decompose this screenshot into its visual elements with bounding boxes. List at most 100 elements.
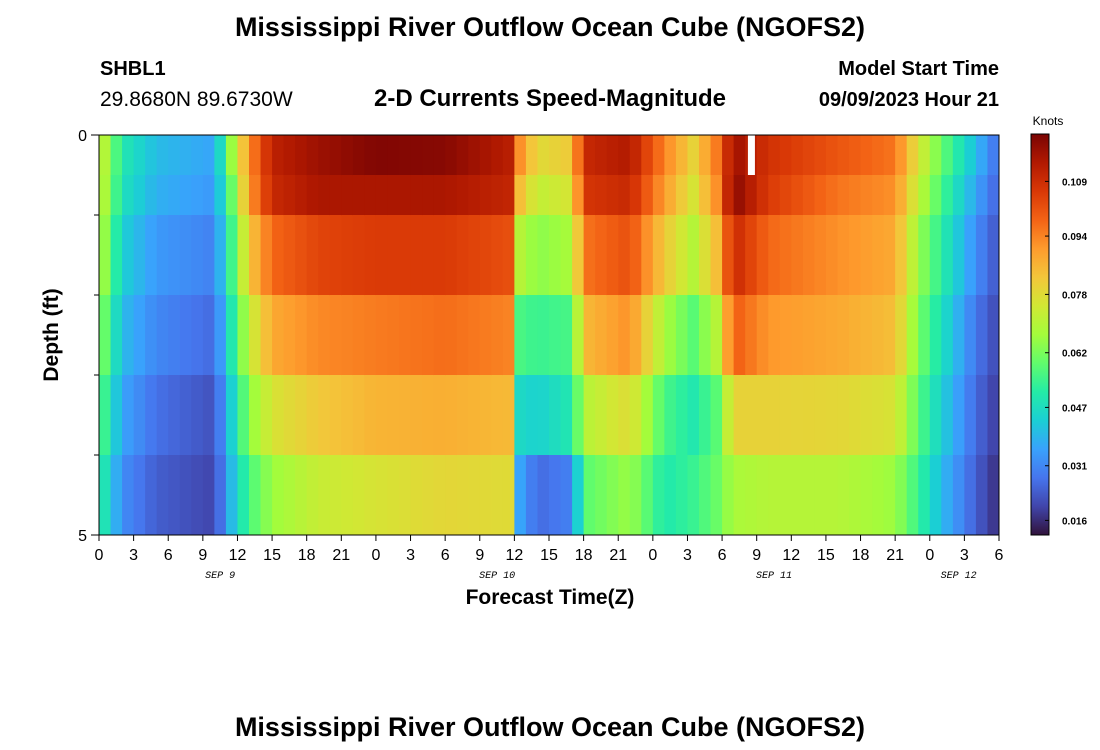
- heatmap-cell: [272, 175, 285, 216]
- heatmap-cell: [133, 135, 146, 176]
- heatmap-cell: [687, 135, 700, 176]
- heatmap-cell: [329, 175, 342, 216]
- heatmap-cell: [295, 215, 308, 296]
- heatmap-cell: [652, 175, 665, 216]
- heatmap-cell: [722, 215, 735, 296]
- heatmap-cell: [872, 375, 885, 456]
- heatmap-cell: [237, 455, 250, 536]
- heatmap-cell: [849, 375, 862, 456]
- heatmap-cell: [779, 295, 792, 376]
- heatmap-cell: [399, 215, 412, 296]
- heatmap-cell: [906, 455, 919, 536]
- heatmap-cell: [456, 375, 469, 456]
- heatmap-cell: [860, 375, 873, 456]
- heatmap-cell: [410, 175, 423, 216]
- heatmap-cell: [918, 455, 931, 536]
- heatmap-cell: [895, 175, 908, 216]
- heatmap-cell: [791, 295, 804, 376]
- heatmap-cell: [629, 375, 642, 456]
- heatmap-cell: [560, 175, 573, 216]
- heatmap-cell: [652, 215, 665, 296]
- heatmap-cell: [572, 375, 585, 456]
- model-start-value: 09/09/2023 Hour 21: [819, 89, 999, 111]
- heatmap-cell: [710, 375, 723, 456]
- heatmap-cell: [860, 215, 873, 296]
- heatmap-cell: [791, 215, 804, 296]
- heatmap-cell: [283, 295, 296, 376]
- heatmap-cell: [456, 175, 469, 216]
- heatmap-cell: [664, 455, 677, 536]
- heatmap-cell: [352, 455, 365, 536]
- heatmap-cell: [329, 215, 342, 296]
- heatmap-cell: [929, 135, 942, 176]
- heatmap-cell: [895, 375, 908, 456]
- heatmap-cell: [133, 295, 146, 376]
- heatmap-cell: [168, 455, 181, 536]
- heatmap-cell: [249, 135, 262, 176]
- heatmap-cell: [629, 135, 642, 176]
- heatmap-cell: [641, 175, 654, 216]
- heatmap-cell: [641, 135, 654, 176]
- heatmap-cell: [675, 175, 688, 216]
- heatmap-cell: [849, 455, 862, 536]
- heatmap-cell: [514, 215, 527, 296]
- heatmap-cell: [491, 175, 504, 216]
- heatmap-cell: [272, 455, 285, 536]
- heatmap-cell: [179, 175, 192, 216]
- heatmap-cell: [929, 175, 942, 216]
- heatmap: [99, 135, 1000, 536]
- heatmap-cell: [791, 135, 804, 176]
- heatmap-cell: [433, 375, 446, 456]
- heatmap-cell: [860, 295, 873, 376]
- date-label: SEP 12: [941, 571, 977, 582]
- heatmap-cell: [145, 135, 158, 176]
- heatmap-cell: [341, 455, 354, 536]
- heatmap-cell: [352, 215, 365, 296]
- heatmap-cell: [652, 135, 665, 176]
- heatmap-cell: [99, 455, 112, 536]
- heatmap-cell: [722, 175, 735, 216]
- heatmap-cell: [699, 175, 712, 216]
- heatmap-cell: [825, 455, 838, 536]
- heatmap-cell: [502, 135, 515, 176]
- x-tick-label: 3: [960, 547, 969, 564]
- heatmap-cell: [283, 375, 296, 456]
- heatmap-cell: [941, 175, 954, 216]
- x-tick-label: 9: [198, 547, 207, 564]
- heatmap-cell: [733, 215, 746, 296]
- heatmap-cell: [710, 455, 723, 536]
- x-tick-label: 0: [925, 547, 934, 564]
- heatmap-cell: [387, 455, 400, 536]
- heatmap-cell: [941, 215, 954, 296]
- heatmap-cell: [99, 135, 112, 176]
- heatmap-cell: [364, 295, 377, 376]
- heatmap-cell: [225, 175, 238, 216]
- colorbar-unit-label: Knots: [1033, 114, 1064, 128]
- colorbar-ticks: 0.016 0.031 0.047 0.062 0.078 0.094 0.109: [1045, 177, 1087, 527]
- heatmap-cell: [375, 295, 388, 376]
- heatmap-cell: [433, 215, 446, 296]
- heatmap-cell: [364, 135, 377, 176]
- heatmap-cell: [145, 215, 158, 296]
- heatmap-cell: [756, 295, 769, 376]
- heatmap-cell: [514, 295, 527, 376]
- heatmap-cell: [583, 175, 596, 216]
- heatmap-cell: [468, 175, 481, 216]
- heatmap-cell: [583, 135, 596, 176]
- heatmap-cell: [872, 295, 885, 376]
- heatmap-cell: [156, 135, 169, 176]
- heatmap-cell: [410, 215, 423, 296]
- heatmap-cell: [952, 175, 965, 216]
- heatmap-cell: [987, 135, 1000, 176]
- heatmap-cell: [191, 455, 204, 536]
- x-tick-label: 3: [129, 547, 138, 564]
- heatmap-cell: [260, 215, 273, 296]
- heatmap-cell: [595, 215, 608, 296]
- heatmap-cell: [352, 375, 365, 456]
- heatmap-cell: [479, 455, 492, 536]
- heatmap-cell: [468, 215, 481, 296]
- colorbar-tick-label: 0.078: [1062, 290, 1087, 301]
- heatmap-cell: [202, 375, 215, 456]
- colorbar-tick-label: 0.094: [1062, 232, 1087, 243]
- heatmap-cell: [110, 375, 123, 456]
